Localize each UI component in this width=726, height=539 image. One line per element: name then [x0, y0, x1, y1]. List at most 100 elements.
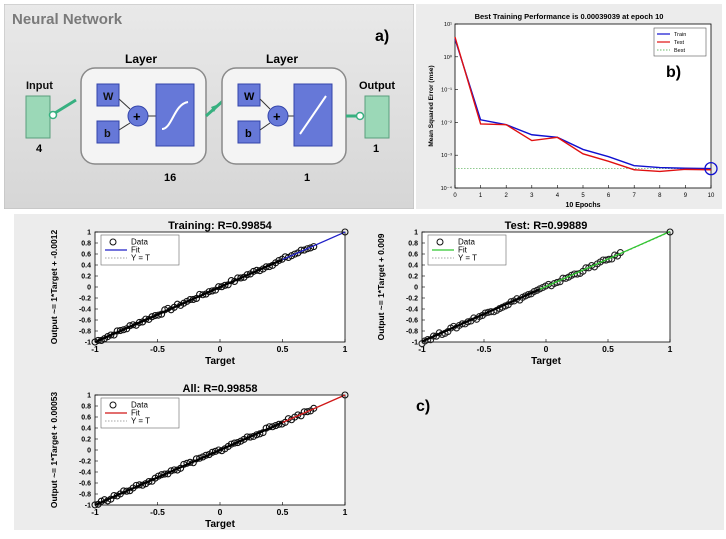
- regression-ytick-label: 0: [87, 448, 91, 455]
- regression-xtick-label: -0.5: [150, 344, 165, 354]
- regression-xtick-label: 0: [544, 344, 549, 354]
- tansig-icon: [161, 101, 189, 130]
- hidden-arrow-icon: [211, 104, 219, 112]
- regression-point: [300, 246, 308, 254]
- regression-xtick-label: 1: [343, 507, 348, 517]
- performance-xlabel: 10 Epochs: [565, 202, 600, 209]
- regression-fit-line: [539, 230, 671, 290]
- output-bias-label: b: [245, 128, 252, 140]
- legend-fit: Fit: [131, 246, 141, 255]
- hidden-layer-title: Layer: [125, 52, 157, 66]
- regression-ytick-label: 0: [87, 285, 91, 292]
- regression-charts: Training: R=0.99854 -1 -0.5 0 0.5 1 -1 -0.8 -0.6…: [49, 220, 674, 530]
- regression-xtick-label: 0.5: [277, 344, 289, 354]
- regression-point: [262, 263, 270, 271]
- regression-xtick-label: 1: [668, 344, 673, 354]
- perf-xtick-label: 4: [556, 193, 560, 199]
- regression-ytick-label: -0.2: [406, 296, 418, 303]
- regression-xlabel: Target: [205, 519, 235, 530]
- regression-point: [237, 274, 245, 282]
- regression-ytick-label: 0.6: [408, 252, 418, 259]
- regression-xtick-label: 0.5: [277, 507, 289, 517]
- regression-fit-dark: [94, 258, 283, 344]
- perf-series-test: [454, 36, 712, 173]
- regression-fit-line: [282, 394, 346, 424]
- hidden-bias-label: b: [104, 128, 111, 140]
- regression-ytick-label: 0.8: [408, 241, 418, 248]
- output-b-link: [259, 122, 271, 131]
- regression-ytick-label: -0.2: [79, 459, 91, 466]
- legend-identity: Y = T: [131, 417, 150, 426]
- regression-ytick-label: 1: [87, 393, 91, 400]
- regression-ylabel: Output ~= 1*Target + -0.0012: [49, 230, 59, 345]
- regression-xtick-label: 0.5: [602, 344, 614, 354]
- regression-ytick-label: 0.8: [81, 404, 91, 411]
- regression-ytick-label: -0.6: [79, 318, 91, 325]
- hidden-weight-block: [96, 83, 120, 107]
- regression-ytick-label: 0: [414, 285, 418, 292]
- output-label: Output: [359, 80, 395, 92]
- regression-ytick-label: 0.4: [81, 263, 91, 270]
- regression-xtick-label: -1: [91, 344, 99, 354]
- perf-xtick-label: 8: [658, 193, 662, 199]
- hidden-bias-block: [96, 120, 120, 144]
- performance-chart: Best Training Performance is 0.00039039 …: [416, 4, 722, 209]
- regression-title: Training: R=0.99854: [168, 220, 273, 232]
- perf-ytick-label: 10⁻³: [441, 153, 452, 159]
- regression-xlabel: Target: [531, 356, 561, 367]
- perf-ytick-label: 10⁰: [444, 54, 453, 61]
- regression-ytick-label: 1: [414, 230, 418, 237]
- legend-data: Data: [458, 238, 475, 247]
- perf-xtick-label: 9: [684, 193, 688, 199]
- regression-ytick-label: 0.4: [81, 426, 91, 433]
- legend-data: Data: [131, 238, 148, 247]
- regression-fit-dark: [94, 421, 283, 506]
- regression-point: [291, 250, 299, 258]
- legend-best: Best: [674, 48, 685, 54]
- regression-ytick-label: 1: [87, 230, 91, 237]
- output-layer-size: 1: [304, 172, 310, 184]
- hidden-layer-size: 16: [164, 172, 176, 184]
- regression-ytick-label: -0.6: [79, 481, 91, 488]
- output-weight-label: W: [244, 91, 255, 103]
- panel-label-a: a): [375, 28, 390, 45]
- output-size: 1: [373, 143, 379, 155]
- regression-ytick-label: -0.8: [79, 492, 91, 499]
- regression-point: [303, 245, 311, 253]
- regression-point: [91, 501, 99, 509]
- output-port: [355, 111, 365, 121]
- perf-xtick-label: 3: [530, 193, 534, 199]
- output-sum-label: +: [273, 109, 281, 124]
- output-weight-block: [237, 83, 261, 107]
- regression-ytick-label: -1: [85, 340, 91, 347]
- perf-ytick-label: 10⁻¹: [441, 88, 452, 94]
- perf-ytick-label: 10⁻⁴: [441, 185, 453, 192]
- nn-title: Neural Network: [12, 11, 123, 28]
- regression-ytick-label: 0.2: [81, 437, 91, 444]
- output-bias-block: [237, 120, 261, 144]
- regression-point: [272, 422, 280, 430]
- legend-data-swatch: [109, 401, 117, 409]
- output-transfer-block: [293, 83, 333, 147]
- regression-xlabel: Target: [205, 356, 235, 367]
- regression-ytick-label: 0.2: [81, 274, 91, 281]
- regression-xtick-label: -1: [418, 344, 426, 354]
- regression-point: [135, 318, 143, 327]
- hidden-w-link: [118, 98, 131, 110]
- regression-ytick-label: -0.4: [79, 307, 91, 314]
- regression-ytick-label: -0.6: [406, 318, 418, 325]
- regression-ytick-label: -0.4: [406, 307, 418, 314]
- perf-xtick-label: 5: [581, 193, 585, 199]
- regression-ylabel: Output ~= 1*Target + 0.00053: [49, 392, 59, 509]
- legend-data-swatch: [436, 238, 444, 246]
- input-size: 4: [36, 143, 43, 155]
- regression-fit-dark: [421, 288, 541, 343]
- regression-title: All: R=0.99858: [183, 383, 258, 395]
- regression-xtick-label: 0: [218, 507, 223, 517]
- regression-panel: Training: R=0.99854 -1 -0.5 0 0.5 1 -1 -0.8 -0.6…: [14, 214, 724, 530]
- regression-title: Test: R=0.99889: [505, 220, 588, 232]
- regression-chart-1: Test: R=0.99889 -1 -0.5 0 0.5 1 -1 -0.8 -0.6 -0.4…: [376, 220, 674, 367]
- input-block: [25, 95, 51, 139]
- input-label: Input: [26, 80, 53, 92]
